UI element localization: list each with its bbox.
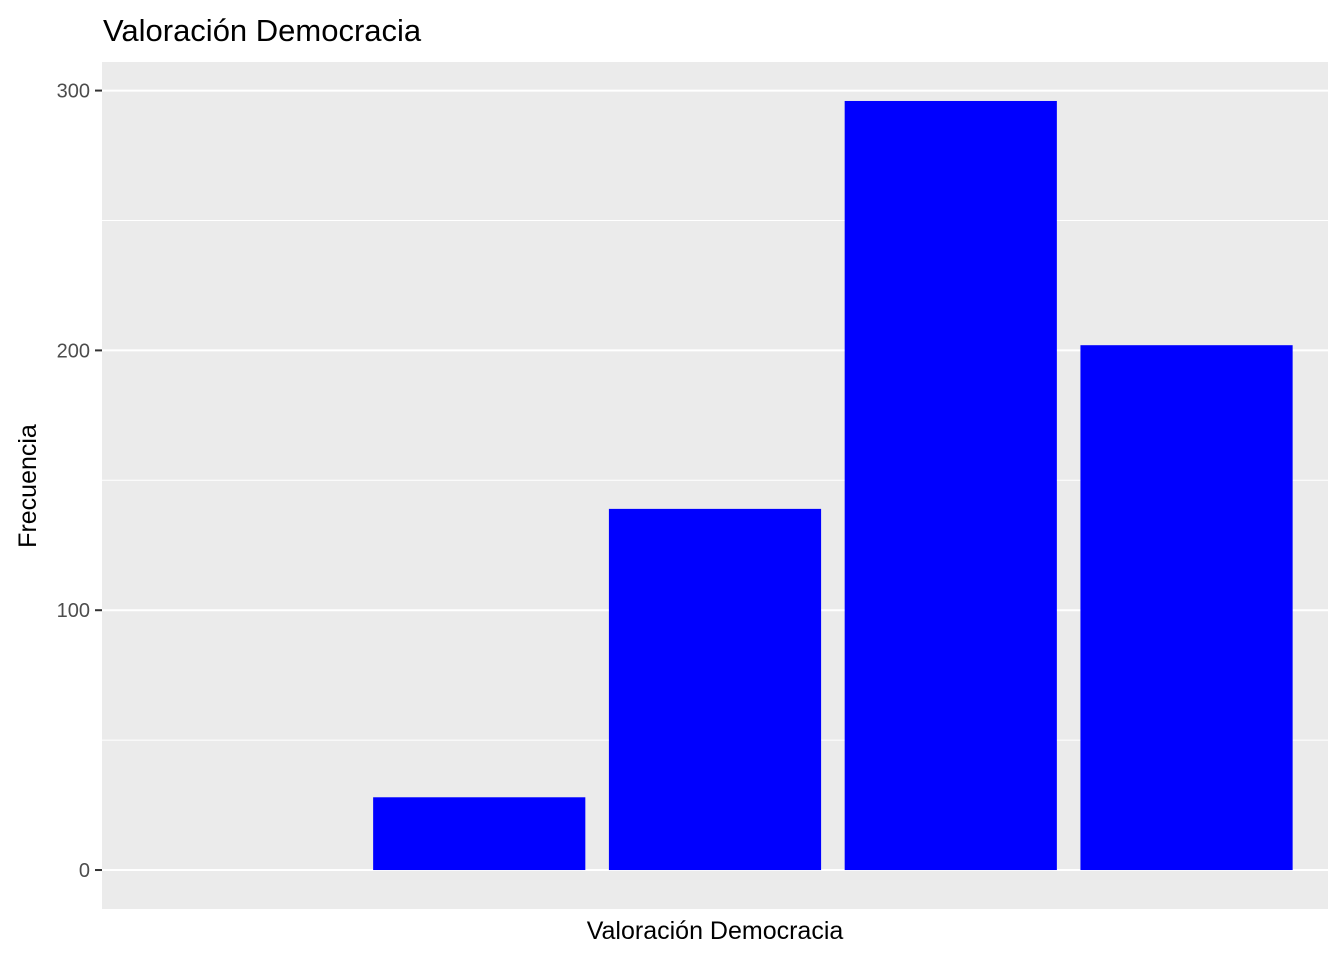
- bar: [1080, 345, 1292, 870]
- y-tick-label: 100: [57, 600, 90, 622]
- x-axis-title: Valoración Democracia: [587, 917, 844, 945]
- bar: [609, 509, 821, 870]
- bar: [845, 101, 1057, 870]
- y-tick-label: 200: [57, 340, 90, 362]
- y-axis: 0 100 200 300: [57, 81, 102, 882]
- bar: [373, 797, 585, 870]
- y-tick-label: 300: [57, 81, 90, 103]
- y-axis-title: Frecuencia: [14, 424, 42, 548]
- chart-title: Valoración Democracia: [103, 13, 422, 48]
- y-tick-label: 0: [79, 860, 90, 882]
